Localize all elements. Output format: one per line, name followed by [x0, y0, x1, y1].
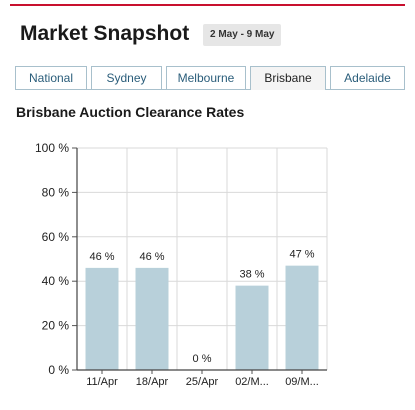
data-label: 0 %	[193, 353, 212, 365]
tabs-baseline	[15, 89, 405, 90]
bar	[85, 267, 119, 370]
x-tick-label: 18/Apr	[136, 376, 169, 388]
bar	[135, 267, 169, 370]
data-label: 46 %	[89, 251, 114, 263]
chart-title: Brisbane Auction Clearance Rates	[16, 104, 245, 120]
clearance-rate-chart: 0 % 20 % 40 % 60 % 80 % 100 % 46 % 11/Apr 46 % 18…	[35, 141, 328, 388]
page-title: Market Snapshot	[20, 22, 190, 45]
y-tick-label: 40 %	[42, 274, 70, 288]
data-label: 47 %	[289, 249, 314, 261]
x-tick-label: 09/M...	[285, 376, 319, 388]
y-tick-label: 0 %	[48, 363, 69, 377]
header: Market Snapshot 2 May - 9 May	[0, 0, 415, 55]
data-label: 38 %	[239, 269, 264, 281]
bar	[285, 265, 319, 370]
header-accent-line	[10, 4, 405, 6]
bar	[235, 285, 269, 370]
y-tick-label: 80 %	[42, 185, 70, 199]
x-tick-label: 25/Apr	[186, 376, 219, 388]
tab-national[interactable]: National	[15, 66, 87, 89]
tab-sydney[interactable]: Sydney	[91, 66, 162, 89]
date-range-badge: 2 May - 9 May	[203, 24, 282, 46]
y-tick-label: 100 %	[35, 141, 69, 155]
y-tick-label: 20 %	[42, 319, 70, 333]
data-label: 46 %	[139, 251, 164, 263]
x-tick-label: 02/M...	[235, 376, 269, 388]
tab-brisbane[interactable]: Brisbane	[250, 66, 326, 90]
x-tick-label: 11/Apr	[86, 376, 118, 388]
city-tabs: National Sydney Melbourne Brisbane Adela…	[15, 66, 405, 90]
tab-adelaide[interactable]: Adelaide	[330, 66, 405, 89]
tab-melbourne[interactable]: Melbourne	[166, 66, 246, 89]
y-tick-label: 60 %	[42, 230, 70, 244]
